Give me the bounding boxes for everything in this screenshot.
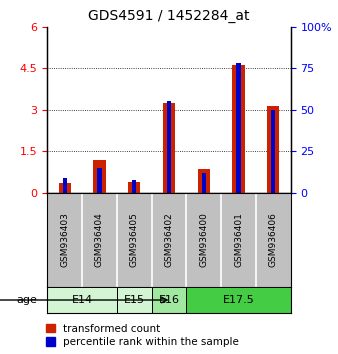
Bar: [152, 287, 186, 313]
Bar: [63, 178, 67, 193]
Title: GDS4591 / 1452284_at: GDS4591 / 1452284_at: [88, 9, 250, 23]
Bar: [233, 65, 245, 193]
Bar: [202, 173, 206, 193]
Bar: [186, 287, 291, 313]
Text: GSM936402: GSM936402: [165, 212, 173, 267]
Bar: [163, 103, 175, 193]
Text: E14: E14: [72, 295, 93, 305]
Text: GSM936404: GSM936404: [95, 212, 104, 267]
Text: GSM936400: GSM936400: [199, 212, 208, 267]
Bar: [97, 168, 101, 193]
Legend: transformed count, percentile rank within the sample: transformed count, percentile rank withi…: [46, 324, 239, 347]
Text: E16: E16: [159, 295, 179, 305]
Text: GSM936403: GSM936403: [60, 212, 69, 267]
Bar: [198, 169, 210, 193]
Bar: [47, 287, 117, 313]
Bar: [117, 287, 152, 313]
Text: age: age: [16, 295, 37, 305]
Bar: [58, 183, 71, 193]
Text: GSM936401: GSM936401: [234, 212, 243, 267]
Bar: [132, 179, 136, 193]
Bar: [93, 160, 105, 193]
Bar: [237, 63, 241, 193]
Text: GSM936405: GSM936405: [130, 212, 139, 267]
Bar: [128, 182, 140, 193]
Text: E15: E15: [124, 295, 145, 305]
Text: E17.5: E17.5: [223, 295, 255, 305]
Bar: [271, 110, 275, 193]
Bar: [167, 102, 171, 193]
Bar: [267, 105, 280, 193]
Text: GSM936406: GSM936406: [269, 212, 278, 267]
